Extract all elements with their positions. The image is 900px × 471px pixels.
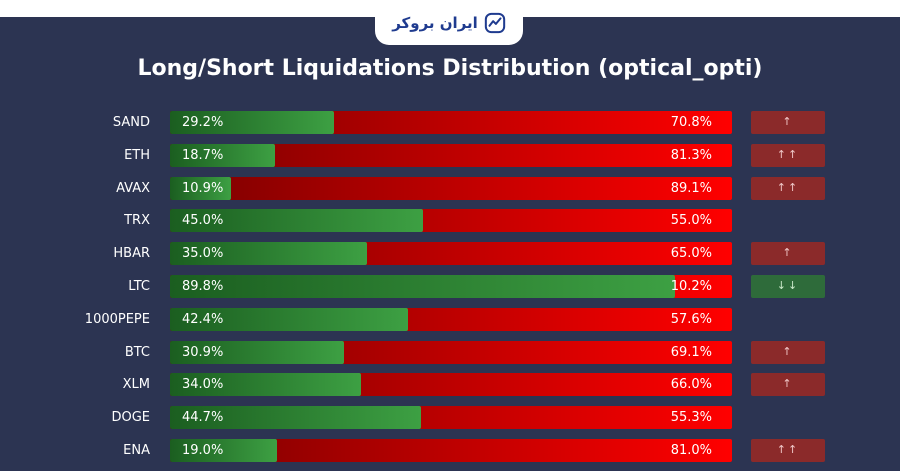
- long-bar: [170, 275, 675, 298]
- category-label: HBAR: [113, 246, 150, 262]
- chart-row: DOGE 44.7% 55.3%: [0, 406, 900, 430]
- short-percent-label: 81.3%: [670, 147, 712, 163]
- long-percent-label: 34.0%: [182, 377, 224, 393]
- short-bar: 42.4% 57.6%: [170, 307, 732, 331]
- chart-row: ETH 18.7% 81.3% ↑↑: [0, 143, 900, 167]
- short-bar: 35.0% 65.0%: [170, 242, 732, 266]
- category-label: TRX: [124, 213, 150, 229]
- chart-row: XLM 34.0% 66.0% ↑: [0, 373, 900, 397]
- long-bar: [170, 406, 422, 430]
- signal-up-badge: ↑: [751, 373, 825, 397]
- signal-up-badge: ↑↑: [751, 143, 825, 167]
- long-percent-label: 19.0%: [182, 443, 224, 458]
- signal-up-badge: ↑: [751, 242, 825, 266]
- category-label: 1000PEPE: [84, 311, 150, 327]
- short-bar: 44.7% 55.3%: [170, 406, 732, 430]
- long-bar: [170, 373, 362, 397]
- short-percent-label: 57.6%: [670, 311, 712, 327]
- chart-row: BTC 30.9% 69.1% ↑: [0, 340, 900, 364]
- chart-row: 1000PEPE 42.4% 57.6%: [0, 307, 900, 331]
- chart-row: TRX 45.0% 55.0%: [0, 209, 900, 233]
- chart-row: AVAX 10.9% 89.1% ↑↑: [0, 176, 900, 200]
- short-percent-label: 55.0%: [670, 213, 712, 229]
- brand-name: ایران بروکر: [392, 13, 478, 32]
- category-label: ENA: [123, 443, 150, 458]
- long-percent-label: 18.7%: [182, 147, 224, 163]
- signal-down-badge: ↓↓: [751, 275, 825, 298]
- long-bar: [170, 176, 232, 200]
- long-bar: [170, 143, 276, 167]
- long-percent-label: 30.9%: [182, 344, 224, 360]
- signal-up-badge: ↑: [751, 111, 825, 134]
- category-label: AVAX: [116, 180, 150, 196]
- long-percent-label: 89.8%: [182, 279, 224, 294]
- short-percent-label: 66.0%: [670, 377, 712, 393]
- signal-up-badge: ↑↑: [751, 439, 825, 462]
- short-percent-label: 89.1%: [670, 180, 712, 196]
- category-label: XLM: [122, 377, 150, 393]
- long-bar: [170, 307, 409, 331]
- chart-row: SAND 29.2% 70.8% ↑: [0, 111, 900, 134]
- short-bar: 30.9% 69.1%: [170, 340, 732, 364]
- short-percent-label: 10.2%: [670, 279, 712, 294]
- short-percent-label: 81.0%: [670, 443, 712, 458]
- category-label: SAND: [112, 115, 150, 130]
- short-bar: 29.2% 70.8%: [170, 111, 732, 134]
- short-bar: 18.7% 81.3%: [170, 143, 732, 167]
- short-bar: 89.8% 10.2%: [170, 275, 732, 298]
- trend-chart-icon: [484, 12, 505, 33]
- long-bar: [170, 439, 277, 462]
- long-percent-label: 45.0%: [182, 213, 224, 229]
- long-bar: [170, 340, 344, 364]
- long-percent-label: 10.9%: [182, 180, 224, 196]
- signal-up-badge: ↑: [751, 340, 825, 364]
- category-label: BTC: [124, 344, 150, 360]
- chart-title: Long/Short Liquidations Distribution (op…: [137, 56, 763, 81]
- short-percent-label: 55.3%: [670, 410, 712, 426]
- long-percent-label: 35.0%: [182, 246, 224, 262]
- chart-row: LTC 89.8% 10.2% ↓↓: [0, 275, 900, 298]
- short-bar: 45.0% 55.0%: [170, 209, 732, 233]
- category-label: ETH: [124, 147, 150, 163]
- brand-logo-tab[interactable]: ایران بروکر: [375, 0, 523, 45]
- chart-row: HBAR 35.0% 65.0% ↑: [0, 242, 900, 266]
- long-bar: [170, 242, 367, 266]
- category-label: LTC: [128, 279, 150, 294]
- short-percent-label: 69.1%: [670, 344, 712, 360]
- long-percent-label: 29.2%: [182, 115, 224, 130]
- short-percent-label: 70.8%: [670, 115, 712, 130]
- short-percent-label: 65.0%: [670, 246, 712, 262]
- short-bar: 19.0% 81.0%: [170, 439, 732, 462]
- chart-row: ENA 19.0% 81.0% ↑↑: [0, 439, 900, 462]
- long-bar: [170, 111, 335, 134]
- short-bar: 10.9% 89.1%: [170, 176, 732, 200]
- long-percent-label: 42.4%: [182, 311, 224, 327]
- short-bar: 34.0% 66.0%: [170, 373, 732, 397]
- long-bar: [170, 209, 423, 233]
- long-percent-label: 44.7%: [182, 410, 224, 426]
- signal-up-badge: ↑↑: [751, 176, 825, 200]
- category-label: DOGE: [111, 410, 150, 426]
